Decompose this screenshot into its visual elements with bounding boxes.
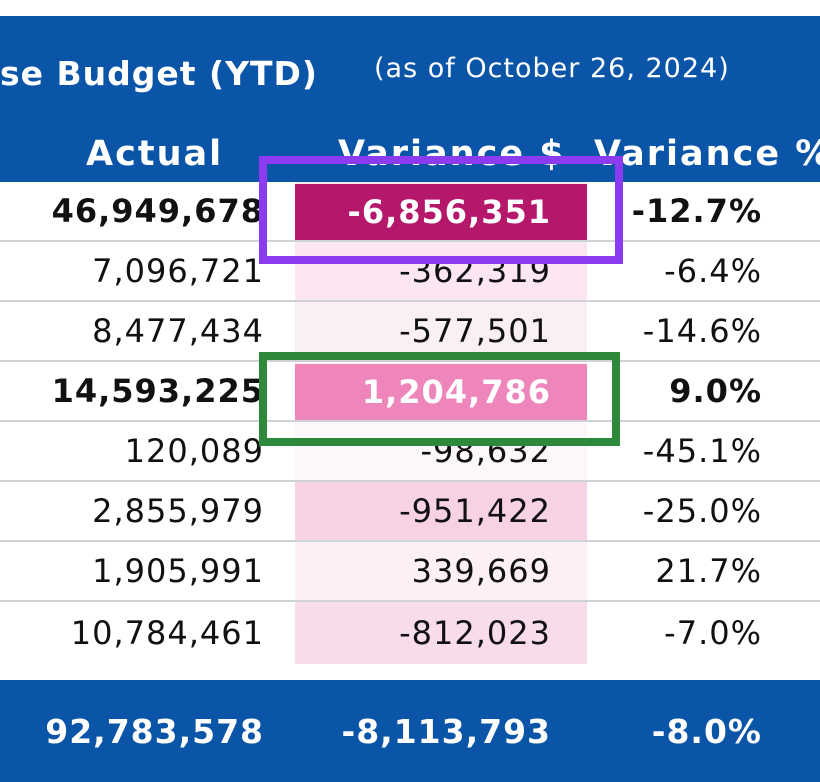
actual-cell: 8,477,434 — [92, 312, 264, 350]
as-of-date: (as of October 26, 2024) — [374, 53, 730, 84]
variance-percent-cell: -6.4% — [664, 252, 762, 290]
table-row: 2,855,979 -951,422 -25.0% — [0, 482, 820, 542]
column-header-variance-percent: Variance % — [594, 134, 820, 174]
table-row: 14,593,225 1,204,786 9.0% — [0, 362, 820, 422]
variance-percent-cell: -12.7% — [631, 192, 762, 230]
variance-percent-cell: -7.0% — [664, 614, 762, 652]
variance-percent-cell: 9.0% — [669, 372, 762, 410]
variance-cell: -98,632 — [420, 432, 551, 470]
variance-cell-highlighted: 1,204,786 — [295, 364, 587, 420]
variance-cell: -362,319 — [399, 252, 551, 290]
column-header-actual: Actual — [86, 134, 224, 174]
variance-percent-cell: 21.7% — [655, 552, 762, 590]
variance-shading — [295, 242, 587, 300]
total-actual: 92,783,578 — [45, 711, 264, 751]
actual-cell: 7,096,721 — [92, 252, 264, 290]
variance-shading — [295, 602, 587, 664]
variance-percent-cell: -25.0% — [642, 492, 762, 530]
actual-cell: 46,949,678 — [51, 192, 264, 230]
actual-cell: 2,855,979 — [92, 492, 264, 530]
table-row: 10,784,461 -812,023 -7.0% — [0, 602, 820, 664]
table-row: 7,096,721 -362,319 -6.4% — [0, 242, 820, 302]
total-variance: -8,113,793 — [341, 711, 551, 751]
table-row: 8,477,434 -577,501 -14.6% — [0, 302, 820, 362]
actual-cell: 1,905,991 — [92, 552, 264, 590]
variance-percent-cell: -45.1% — [642, 432, 762, 470]
variance-percent-cell: -14.6% — [642, 312, 762, 350]
table-row: 120,089 -98,632 -45.1% — [0, 422, 820, 482]
table-title: se Budget (YTD) — [0, 54, 319, 93]
variance-shading — [295, 422, 587, 480]
table-row: 46,949,678 -6,856,351 -12.7% — [0, 182, 820, 242]
actual-cell: 10,784,461 — [70, 614, 264, 652]
variance-cell: -812,023 — [399, 614, 551, 652]
table-header: se Budget (YTD) (as of October 26, 2024)… — [0, 16, 820, 182]
totals-row: 92,783,578 -8,113,793 -8.0% — [0, 680, 820, 782]
variance-cell: 339,669 — [411, 552, 551, 590]
actual-cell: 14,593,225 — [51, 372, 264, 410]
variance-cell: -577,501 — [399, 312, 551, 350]
variance-shading — [295, 482, 587, 540]
variance-cell-highlighted: -6,856,351 — [295, 184, 587, 240]
variance-shading — [295, 542, 587, 600]
table-row: 1,905,991 339,669 21.7% — [0, 542, 820, 602]
variance-shading — [295, 302, 587, 360]
column-header-variance-dollar: Variance $ — [338, 134, 566, 174]
variance-cell: -951,422 — [399, 492, 551, 530]
total-variance-percent: -8.0% — [651, 711, 762, 751]
table-body: 46,949,678 -6,856,351 -12.7% 7,096,721 -… — [0, 182, 820, 664]
actual-cell: 120,089 — [124, 432, 264, 470]
